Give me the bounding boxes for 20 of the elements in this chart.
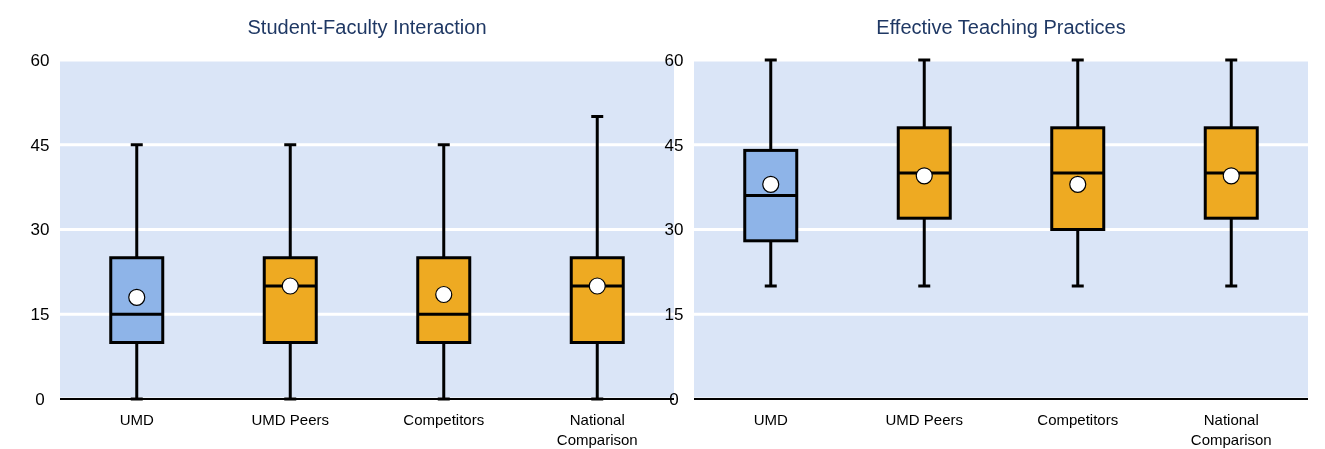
y-tick-label: 45: [664, 135, 684, 155]
x-tick-label: UMD: [753, 411, 788, 428]
x-tick-label: National Comparison: [556, 411, 638, 448]
y-tick-label: 15: [30, 305, 50, 325]
y-tick-label: 30: [30, 220, 50, 240]
y-tick-label: 30: [664, 220, 684, 240]
y-tick-label: 60: [664, 50, 684, 70]
y-tick-label: 0: [669, 389, 679, 409]
y-tick-label: 60: [30, 50, 50, 70]
x-tick-label: National Comparison: [1190, 411, 1272, 448]
x-tick-label: UMD Peers: [251, 411, 330, 428]
chart-title: Student-Faculty Interaction: [247, 16, 487, 38]
x-tick-label: Competitors: [1037, 411, 1119, 428]
chart-title: Effective Teaching Practices: [876, 16, 1126, 38]
y-tick-label: 0: [35, 389, 45, 409]
y-tick-label: 15: [664, 305, 684, 325]
y-tick-label: 45: [30, 135, 50, 155]
x-tick-label: UMD Peers: [885, 411, 964, 428]
x-tick-label: Competitors: [403, 411, 485, 428]
x-tick-label: UMD: [119, 411, 154, 428]
